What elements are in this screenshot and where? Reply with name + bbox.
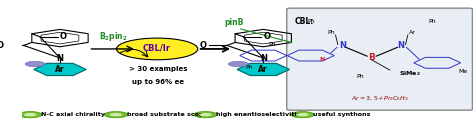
Text: N: N — [339, 41, 346, 50]
Text: O: O — [263, 32, 270, 41]
Text: Ar: Ar — [55, 65, 65, 74]
Text: useful synthons: useful synthons — [313, 112, 371, 117]
Text: Ph: Ph — [356, 74, 364, 79]
Circle shape — [25, 61, 45, 67]
Text: $\mathbf{B_2pin_2}$: $\mathbf{B_2pin_2}$ — [99, 30, 127, 43]
Text: Ar: Ar — [409, 30, 416, 35]
Circle shape — [104, 112, 128, 118]
Text: O: O — [60, 32, 67, 41]
Circle shape — [199, 113, 212, 116]
Text: $Ar = 3,5\text{-}i\text{-}Pr_2C_6H_3$: $Ar = 3,5\text{-}i\text{-}Pr_2C_6H_3$ — [351, 94, 409, 103]
Text: Me: Me — [459, 69, 468, 74]
Text: B: B — [368, 53, 375, 62]
Text: N: N — [56, 54, 64, 63]
Polygon shape — [34, 63, 86, 76]
Circle shape — [24, 113, 36, 116]
Text: Ph: Ph — [268, 42, 276, 47]
Text: Ar: Ar — [258, 65, 268, 74]
Text: $\mathbf{SiMe_2}$: $\mathbf{SiMe_2}$ — [399, 69, 420, 78]
Text: CBL/Ir: CBL/Ir — [143, 43, 171, 52]
Text: N: N — [319, 57, 325, 62]
Circle shape — [109, 113, 122, 116]
Text: N: N — [398, 41, 404, 50]
Text: up to 96% ee: up to 96% ee — [132, 78, 184, 85]
Polygon shape — [237, 63, 290, 76]
Text: high enantioselectivities: high enantioselectivities — [216, 112, 305, 117]
Circle shape — [228, 61, 248, 67]
Circle shape — [18, 112, 42, 118]
Text: O: O — [0, 41, 4, 50]
Circle shape — [194, 112, 217, 118]
Text: N-C axial chirality: N-C axial chirality — [41, 112, 105, 117]
Circle shape — [117, 38, 198, 60]
FancyBboxPatch shape — [287, 8, 473, 110]
Circle shape — [296, 113, 309, 116]
Text: Ph: Ph — [327, 30, 335, 35]
Text: Ph: Ph — [245, 65, 253, 70]
Text: Ph: Ph — [429, 19, 437, 24]
Text: N: N — [260, 54, 267, 63]
Text: pinB: pinB — [224, 18, 244, 27]
Text: broad substrate scope: broad substrate scope — [127, 112, 208, 117]
Circle shape — [291, 112, 314, 118]
Text: > 30 examples: > 30 examples — [129, 66, 187, 72]
Text: Ph: Ph — [307, 19, 315, 24]
Text: O: O — [200, 41, 207, 50]
Text: CBL:: CBL: — [295, 17, 314, 26]
